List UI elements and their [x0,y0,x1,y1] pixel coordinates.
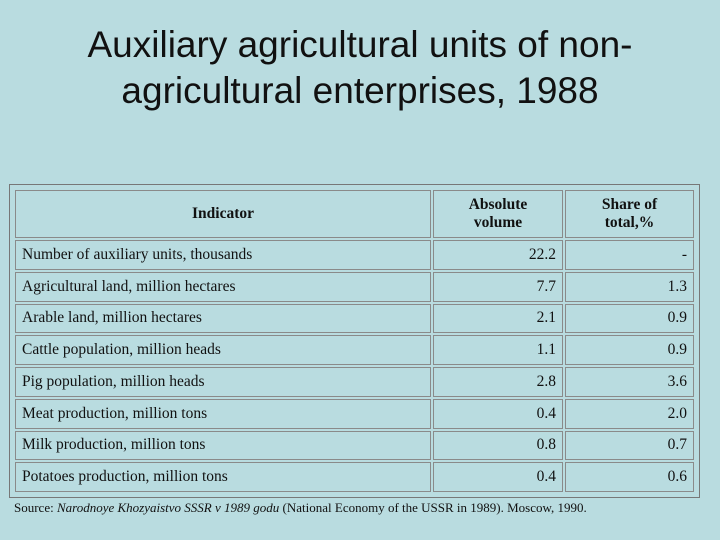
header-share-line-2: total,% [604,214,655,231]
source-note: Source: Narodnoye Khozyaistvo SSSR v 198… [14,500,704,516]
cell-indicator: Meat production, million tons [15,398,431,429]
data-table: Indicator Absolute volume Share of total… [13,188,696,494]
table-row: Meat production, million tons 0.4 2.0 [15,398,694,429]
cell-indicator: Milk production, million tons [15,430,431,461]
cell-share: 0.9 [565,335,694,365]
cell-volume: 0.8 [433,430,563,461]
cell-indicator: Cattle population, million heads [15,335,431,365]
title-line-1: Auxiliary agricultural units of non- [87,24,633,65]
cell-volume: 2.1 [433,303,563,334]
cell-volume: 22.2 [433,240,563,270]
table-row: Agricultural land, million hectares 7.7 … [15,271,694,302]
cell-share: 0.7 [565,430,694,461]
cell-share: 0.9 [565,303,694,334]
slide-title: Auxiliary agricultural units of non- agr… [20,22,700,114]
cell-share: 0.6 [565,462,694,492]
header-share-of-total: Share of total,% [565,190,694,238]
cell-indicator: Pig population, million heads [15,367,431,397]
cell-indicator: Arable land, million hectares [15,303,431,334]
source-publication-title: Narodnoye Khozyaistvo SSSR v 1989 godu [56,500,280,515]
header-volume-line-2: volume [473,214,523,231]
cell-volume: 0.4 [433,462,563,492]
cell-share: 2.0 [565,398,694,429]
table-row: Cattle population, million heads 1.1 0.9 [15,335,694,365]
cell-volume: 7.7 [433,271,563,302]
cell-volume: 0.4 [433,398,563,429]
cell-share: 3.6 [565,367,694,397]
table-row: Pig population, million heads 2.8 3.6 [15,367,694,397]
table-row: Number of auxiliary units, thousands 22.… [15,240,694,270]
source-prefix: Source: [14,500,57,515]
header-row: Indicator Absolute volume Share of total… [15,190,694,238]
header-absolute-volume: Absolute volume [433,190,563,238]
header-volume-line-1: Absolute [468,196,528,213]
table-row: Potatoes production, million tons 0.4 0.… [15,462,694,492]
header-indicator: Indicator [15,190,431,238]
table-row: Milk production, million tons 0.8 0.7 [15,430,694,461]
source-suffix: (National Economy of the USSR in 1989). … [279,500,587,515]
cell-volume: 2.8 [433,367,563,397]
cell-share: - [565,240,694,270]
cell-indicator: Agricultural land, million hectares [15,271,431,302]
title-line-2: agricultural enterprises, 1988 [121,70,599,111]
table-row: Arable land, million hectares 2.1 0.9 [15,303,694,334]
cell-volume: 1.1 [433,335,563,365]
table-frame: Indicator Absolute volume Share of total… [9,184,700,498]
header-share-line-1: Share of [601,196,658,213]
cell-share: 1.3 [565,271,694,302]
cell-indicator: Potatoes production, million tons [15,462,431,492]
cell-indicator: Number of auxiliary units, thousands [15,240,431,270]
